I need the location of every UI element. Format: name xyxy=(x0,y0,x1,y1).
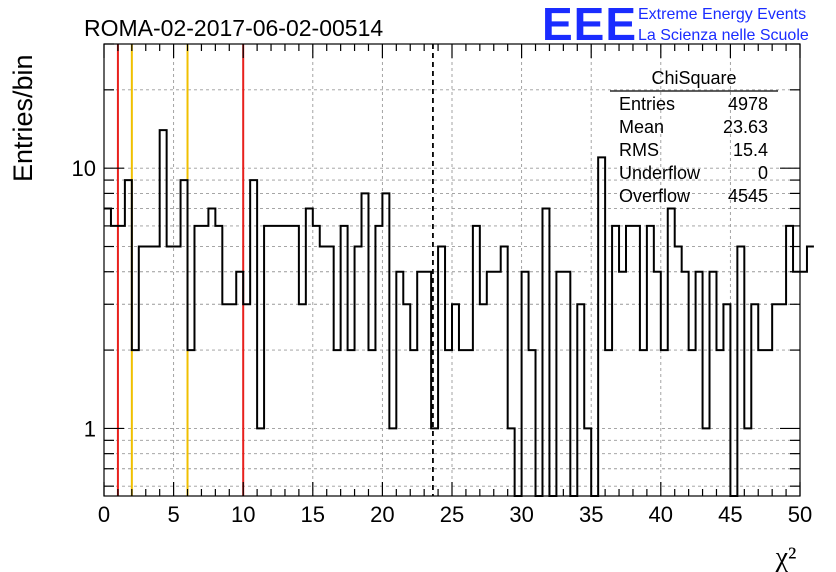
x-tick-label: 0 xyxy=(98,502,110,527)
grid-layer xyxy=(104,44,800,496)
y-tick-label: 10 xyxy=(72,156,96,181)
eee-logo-line2: La Scienza nelle Scuole xyxy=(638,27,809,44)
x-tick-labels: 0 5 10 15 20 25 30 35 40 45 50 xyxy=(98,502,812,527)
stats-box-title: ChiSquare xyxy=(651,68,736,88)
x-tick-label: 15 xyxy=(301,502,325,527)
chart-title: ROMA-02-2017-06-02-00514 xyxy=(84,15,383,41)
stats-label-rms: RMS xyxy=(619,140,659,160)
axis-ticks xyxy=(103,43,801,496)
x-tick-label: 25 xyxy=(440,502,464,527)
x-tick-label: 5 xyxy=(167,502,179,527)
x-tick-label: 45 xyxy=(718,502,742,527)
stats-value-overflow: 4545 xyxy=(728,186,768,206)
y-tick-labels: 1 10 xyxy=(72,156,96,441)
eee-logo-mark: EEE xyxy=(542,0,637,50)
histogram-bars xyxy=(104,129,814,497)
y-axis-label: Entries/bin xyxy=(8,54,38,182)
x-tick-label: 20 xyxy=(370,502,394,527)
stats-label-overflow: Overflow xyxy=(619,186,691,206)
y-tick-label: 1 xyxy=(84,416,96,441)
x-tick-label: 30 xyxy=(509,502,533,527)
stats-label-mean: Mean xyxy=(619,117,664,137)
eee-logo: EEE Extreme Energy Events La Scienza nel… xyxy=(542,0,809,50)
x-tick-label: 50 xyxy=(788,502,812,527)
histogram-line xyxy=(104,129,814,497)
x-tick-label: 10 xyxy=(231,502,255,527)
eee-logo-line1: Extreme Energy Events xyxy=(638,6,806,23)
x-tick-label: 35 xyxy=(579,502,603,527)
x-tick-label: 40 xyxy=(649,502,673,527)
stats-value-mean: 23.63 xyxy=(723,117,768,137)
stats-box: ChiSquare Entries 4978 Mean 23.63 RMS 15… xyxy=(610,68,778,206)
stats-label-underflow: Underflow xyxy=(619,163,701,183)
stats-label-entries: Entries xyxy=(619,94,675,114)
x-axis-label: χ² xyxy=(775,542,797,572)
stats-value-rms: 15.4 xyxy=(733,140,768,160)
stats-value-underflow: 0 xyxy=(758,163,768,183)
stats-value-entries: 4978 xyxy=(728,94,768,114)
